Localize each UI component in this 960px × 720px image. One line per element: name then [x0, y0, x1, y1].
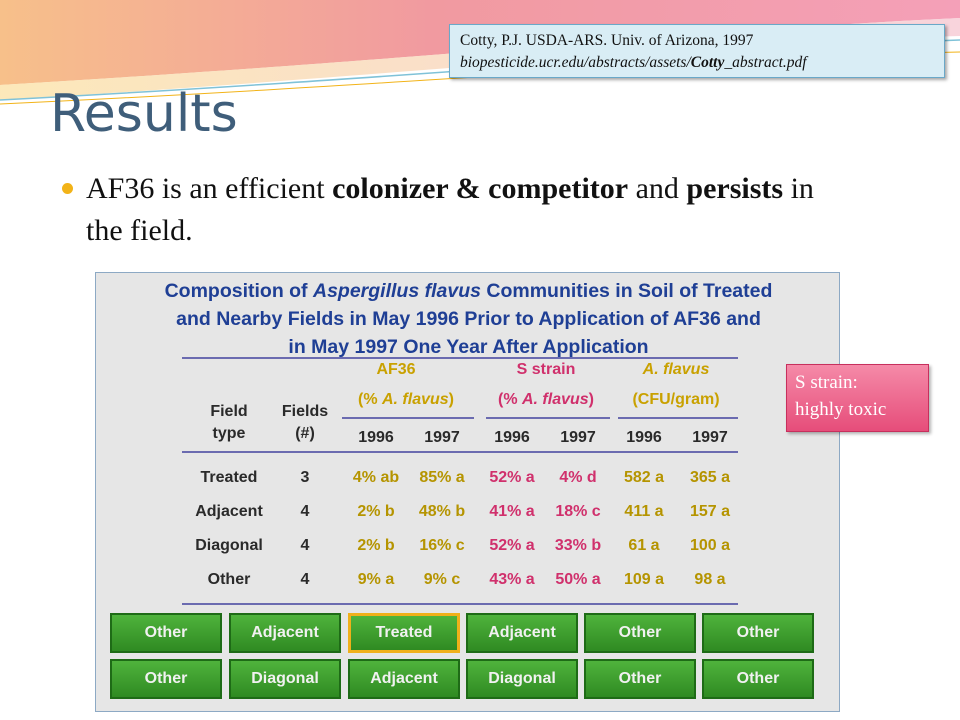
table-cell: 9% a [357, 571, 395, 588]
field-plot: Other [110, 659, 222, 699]
header-s-strain-unit: (% A. flavus) [497, 391, 594, 408]
field-plot: Adjacent [466, 613, 578, 653]
table-cell: 52% a [489, 469, 535, 486]
bullet-text: AF36 is an efficient colonizer & competi… [86, 172, 814, 247]
year-header: 1996 [358, 429, 394, 446]
row-field-type: Diagonal [195, 537, 263, 554]
citation-url: biopesticide.ucr.edu/abstracts/assets/Co… [460, 54, 807, 71]
table-cell: 85% a [419, 469, 465, 486]
header-field-type: Field type [210, 403, 248, 442]
header-a-flavus: A. flavus [642, 361, 710, 378]
row-field-type: Other [207, 571, 251, 588]
table-bottom-rule [182, 603, 738, 605]
table-cell: 109 a [623, 571, 665, 588]
table-cell: 411 a [624, 503, 664, 520]
field-plot: Adjacent [229, 613, 341, 653]
row-field-count: 4 [300, 503, 310, 520]
field-layout-grid: Other Adjacent Treated Adjacent Other Other Ot… [110, 613, 820, 705]
year-header: 1996 [494, 429, 530, 446]
table-cell: 2% b [357, 537, 395, 554]
year-header: 1997 [424, 429, 460, 446]
row-field-count: 4 [300, 571, 310, 588]
slide-title: Results [50, 84, 238, 144]
field-plot: Other [702, 613, 814, 653]
header-s-strain: S strain [516, 361, 576, 378]
header-bottom-rule [182, 451, 738, 453]
table-cell: 100 a [689, 537, 731, 554]
table-cell: 4% d [559, 469, 597, 486]
a-flavus-rule [618, 417, 738, 419]
table-cell: 365 a [689, 469, 731, 486]
citation-line1: Cotty, P.J. USDA-ARS. Univ. of Arizona, … [460, 32, 754, 49]
s-strain-rule [486, 417, 610, 419]
row-field-type: Adjacent [195, 503, 263, 520]
table-cell: 16% c [419, 537, 465, 554]
year-header: 1997 [692, 429, 728, 446]
field-plot: Other [702, 659, 814, 699]
header-fields-count: Fields (#) [281, 403, 329, 442]
header-af36: AF36 [376, 361, 416, 378]
table-cell: 18% c [555, 503, 601, 520]
table-cell: 52% a [489, 537, 535, 554]
citation-box: Cotty, P.J. USDA-ARS. Univ. of Arizona, … [449, 24, 945, 78]
field-plot: Diagonal [466, 659, 578, 699]
table-cell: 157 a [689, 503, 731, 520]
bullet-dot [62, 183, 73, 194]
field-plot: Other [110, 613, 222, 653]
row-field-count: 3 [300, 469, 310, 486]
results-table-figure: Composition of Aspergillus flavus Commun… [95, 272, 840, 712]
table-cell: 582 a [623, 469, 665, 486]
row-field-type: Treated [200, 469, 258, 486]
table-cell: 43% a [489, 571, 535, 588]
table-cell: 41% a [489, 503, 535, 520]
table-top-rule [182, 357, 738, 359]
table-cell: 4% ab [352, 469, 400, 486]
table-cell: 48% b [418, 503, 466, 520]
header-af36-unit: (% A. flavus) [357, 391, 454, 408]
field-plot: Other [584, 613, 696, 653]
af36-rule [342, 417, 474, 419]
field-plot: Diagonal [229, 659, 341, 699]
year-header: 1997 [560, 429, 596, 446]
row-field-count: 4 [300, 537, 310, 554]
table-cell: 98 a [694, 571, 726, 588]
table-title: Composition of Aspergillus flavus Commun… [164, 280, 773, 358]
field-plot-treated-highlighted: Treated [348, 613, 460, 653]
header-a-flavus-unit: (CFU/gram) [632, 391, 720, 408]
table-cell: 50% a [555, 571, 601, 588]
table-cell: 9% c [423, 571, 461, 588]
s-strain-callout: S strain: highly toxic [786, 364, 929, 432]
year-header: 1996 [626, 429, 662, 446]
table-cell: 61 a [628, 537, 660, 554]
field-plot: Other [584, 659, 696, 699]
table-cell: 2% b [357, 503, 395, 520]
field-plot: Adjacent [348, 659, 460, 699]
table-cell: 33% b [554, 537, 602, 554]
